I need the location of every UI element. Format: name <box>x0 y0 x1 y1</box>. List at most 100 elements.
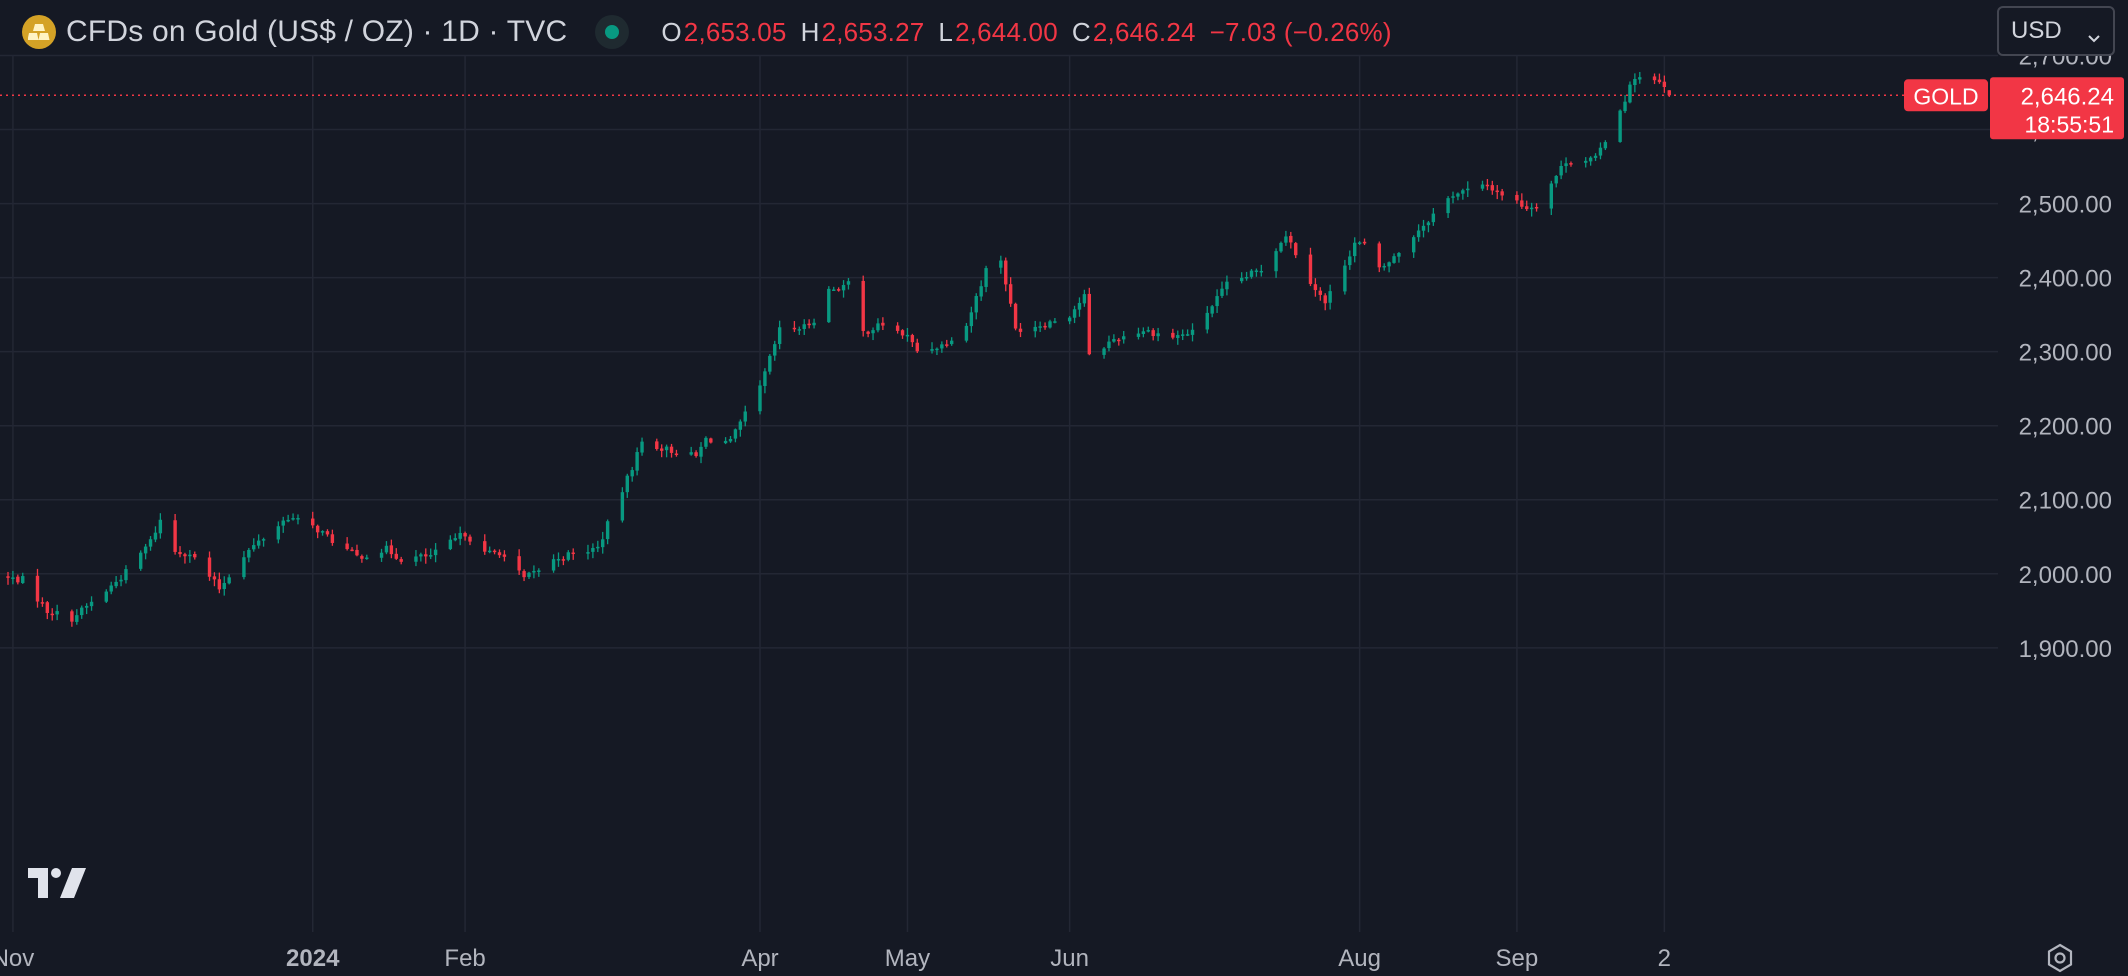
candle[interactable] <box>723 437 728 445</box>
candle[interactable] <box>605 519 610 545</box>
candle[interactable] <box>281 516 285 533</box>
currency-select[interactable]: USD <box>1997 6 2115 56</box>
candle[interactable] <box>807 319 811 329</box>
candle[interactable] <box>1284 230 1288 246</box>
candle[interactable] <box>940 341 944 353</box>
candle[interactable] <box>881 317 885 331</box>
candle[interactable] <box>1018 323 1023 338</box>
candle[interactable] <box>1416 224 1421 242</box>
candle[interactable] <box>1588 156 1593 166</box>
candle[interactable] <box>655 438 659 451</box>
candle[interactable] <box>1146 326 1150 333</box>
candle[interactable] <box>1411 235 1416 258</box>
candle[interactable] <box>743 405 747 427</box>
candle[interactable] <box>424 548 428 564</box>
candle[interactable] <box>1638 71 1642 84</box>
candle[interactable] <box>1490 180 1495 195</box>
candle[interactable] <box>1043 322 1047 330</box>
candle[interactable] <box>1318 287 1323 301</box>
candle[interactable] <box>1662 75 1667 93</box>
candle[interactable] <box>355 544 359 557</box>
candle[interactable] <box>699 442 703 464</box>
candle[interactable] <box>1480 180 1485 191</box>
candle[interactable] <box>1525 200 1529 211</box>
time-axis[interactable]: Nov 2024 Feb Apr May Jun Aug Sep 2 <box>0 945 1671 972</box>
candle[interactable] <box>1210 305 1214 318</box>
candle[interactable] <box>1593 153 1598 161</box>
candle[interactable] <box>969 306 974 333</box>
candle[interactable] <box>109 581 113 595</box>
candle[interactable] <box>468 534 472 546</box>
candle[interactable] <box>330 529 335 546</box>
candle[interactable] <box>399 556 403 565</box>
candle[interactable] <box>114 576 118 589</box>
candle[interactable] <box>311 511 315 529</box>
candle[interactable] <box>492 549 497 555</box>
candle[interactable] <box>1603 140 1608 151</box>
candle[interactable] <box>1294 241 1298 259</box>
candle[interactable] <box>143 543 148 560</box>
candle[interactable] <box>1185 329 1190 337</box>
candle[interactable] <box>173 513 177 555</box>
candle[interactable] <box>1426 220 1431 233</box>
candle[interactable] <box>1569 161 1573 167</box>
candles[interactable] <box>6 71 1671 627</box>
candle[interactable] <box>453 533 457 542</box>
candle[interactable] <box>104 589 108 604</box>
candle[interactable] <box>291 513 295 521</box>
candle[interactable] <box>1657 73 1662 84</box>
candle[interactable] <box>846 277 851 290</box>
candle[interactable] <box>1598 142 1603 160</box>
candle[interactable] <box>1274 248 1278 278</box>
candle[interactable] <box>1323 293 1327 311</box>
candle[interactable] <box>1053 318 1057 324</box>
candle[interactable] <box>1122 331 1126 344</box>
candle[interactable] <box>1136 327 1141 340</box>
candle[interactable] <box>586 544 590 560</box>
candle[interactable] <box>389 539 394 559</box>
candle[interactable] <box>252 538 256 552</box>
candle[interactable] <box>674 449 679 457</box>
candle[interactable] <box>532 565 536 579</box>
candle[interactable] <box>384 541 389 555</box>
candle[interactable] <box>620 487 625 523</box>
candle[interactable] <box>487 546 492 554</box>
candle[interactable] <box>1397 251 1401 263</box>
candle[interactable] <box>320 530 325 536</box>
candle[interactable] <box>1156 327 1160 342</box>
candle[interactable] <box>16 574 20 585</box>
candle[interactable] <box>999 255 1003 274</box>
candle[interactable] <box>84 603 89 615</box>
candle[interactable] <box>1077 297 1082 317</box>
candle[interactable] <box>866 330 870 338</box>
candle[interactable] <box>1515 191 1519 204</box>
tradingview-logo-icon[interactable] <box>28 866 90 905</box>
candle[interactable] <box>1279 241 1283 253</box>
candle[interactable] <box>1067 315 1072 325</box>
candle[interactable] <box>949 337 954 346</box>
candle[interactable] <box>11 570 15 585</box>
candle[interactable] <box>625 473 629 498</box>
candle[interactable] <box>1485 179 1490 191</box>
candle[interactable] <box>212 572 217 587</box>
candle[interactable] <box>797 326 802 335</box>
candle[interactable] <box>551 554 556 573</box>
candle[interactable] <box>242 551 246 580</box>
candle[interactable] <box>664 444 669 458</box>
candle[interactable] <box>1466 181 1470 198</box>
candle[interactable] <box>1362 238 1367 246</box>
candle[interactable] <box>35 568 40 608</box>
candle[interactable] <box>1313 278 1318 297</box>
candle[interactable] <box>861 275 865 337</box>
candle[interactable] <box>1549 180 1554 216</box>
candle[interactable] <box>517 549 521 575</box>
candle[interactable] <box>841 280 846 298</box>
candle[interactable] <box>1180 329 1185 341</box>
candle[interactable] <box>640 437 644 456</box>
candle[interactable] <box>935 347 939 356</box>
candle[interactable] <box>1431 208 1436 226</box>
candle[interactable] <box>419 552 423 562</box>
candle[interactable] <box>537 568 541 577</box>
candle[interactable] <box>1244 271 1249 281</box>
